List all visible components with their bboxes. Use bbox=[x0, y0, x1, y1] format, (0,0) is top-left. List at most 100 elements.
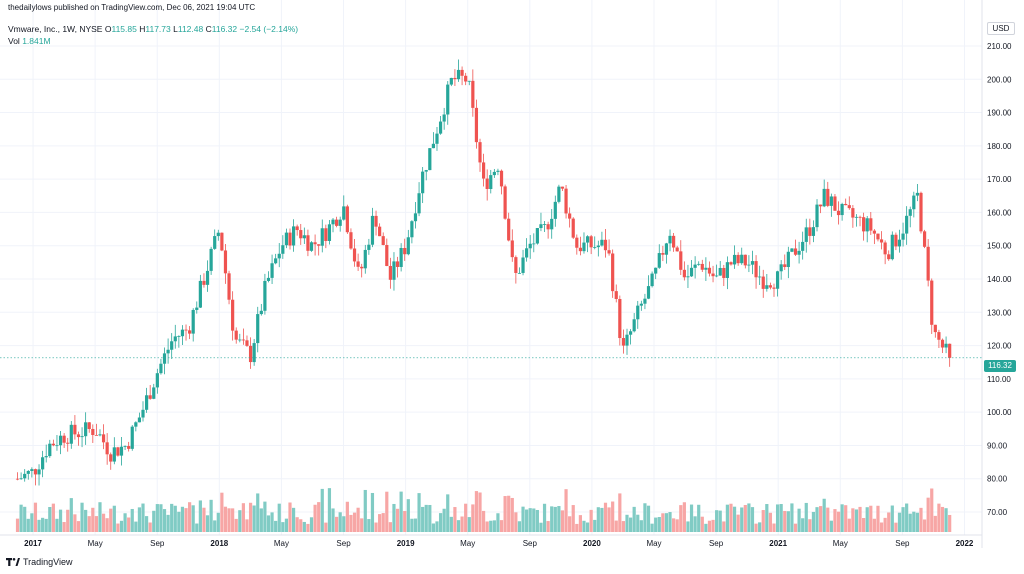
time-tick-label: May bbox=[833, 539, 848, 548]
volume-bar bbox=[248, 502, 253, 532]
volume-bar bbox=[15, 518, 20, 532]
time-axis[interactable]: 2017 May Sep 2018 May Sep 2019 May Sep 2020 May Sep… bbox=[24, 539, 974, 548]
candle-body bbox=[195, 307, 199, 310]
volume-bar bbox=[553, 506, 557, 532]
candle-body bbox=[381, 236, 385, 245]
volume-bar bbox=[474, 491, 479, 532]
candle-body bbox=[87, 422, 91, 429]
price-tick-label: 110.00 bbox=[987, 375, 1011, 384]
volume-bar bbox=[180, 506, 185, 532]
candle-body bbox=[919, 192, 923, 232]
volume-bar bbox=[438, 513, 443, 532]
price-tick-label: 140.00 bbox=[987, 275, 1012, 284]
high-value: 117.73 bbox=[145, 24, 171, 34]
price-tick-label: 190.00 bbox=[987, 109, 1012, 118]
volume-bar bbox=[535, 509, 539, 532]
symbol-label[interactable]: Vmware, Inc., 1W, NYSE bbox=[8, 24, 103, 34]
candle-body bbox=[628, 331, 633, 335]
candle-body bbox=[98, 434, 102, 436]
price-axis[interactable]: 70.00 80.00 90.00 100.00 110.00 120.00 130.00 1… bbox=[987, 42, 1012, 517]
volume-bar bbox=[779, 504, 783, 532]
candle-body bbox=[879, 239, 884, 243]
candle-body bbox=[299, 230, 303, 239]
volume-bar bbox=[313, 504, 317, 532]
candle-body bbox=[202, 280, 206, 285]
candle-body bbox=[241, 339, 245, 341]
candle-body bbox=[607, 250, 611, 254]
price-tick-label: 200.00 bbox=[987, 75, 1012, 84]
candle-body bbox=[632, 319, 636, 332]
volume-bar bbox=[922, 519, 927, 532]
candle-body bbox=[707, 267, 712, 274]
candle-body bbox=[30, 469, 34, 471]
volume-bar bbox=[510, 497, 514, 532]
candle-body bbox=[643, 298, 647, 304]
volume-bar bbox=[48, 506, 52, 532]
candle-body bbox=[410, 221, 414, 238]
candle-body bbox=[611, 253, 615, 292]
volume-bar bbox=[797, 508, 801, 532]
candle-body bbox=[453, 77, 457, 80]
volume-bar bbox=[503, 496, 507, 532]
candle-body bbox=[725, 262, 729, 278]
footer-brand[interactable]: TradingView bbox=[6, 557, 73, 567]
volume-bar bbox=[775, 504, 780, 532]
candle-body bbox=[625, 334, 629, 346]
candle-body bbox=[84, 422, 88, 437]
candle-body bbox=[654, 267, 658, 274]
volume-bar bbox=[732, 506, 737, 532]
volume-bar bbox=[306, 523, 310, 532]
volume-bar bbox=[431, 523, 436, 532]
candle-body bbox=[636, 305, 640, 320]
volume-bar bbox=[621, 521, 626, 532]
volume-bar bbox=[593, 519, 597, 532]
candle-body bbox=[69, 424, 73, 444]
candle-body bbox=[51, 443, 55, 446]
candle-body bbox=[589, 236, 593, 248]
time-tick-label: May bbox=[274, 539, 289, 548]
candle-body bbox=[851, 208, 855, 218]
volume-bar bbox=[109, 508, 113, 532]
candle-body bbox=[130, 426, 134, 449]
volume-bar bbox=[887, 512, 891, 532]
candle-body bbox=[650, 273, 654, 287]
volume-bar bbox=[507, 495, 511, 532]
volume-bar bbox=[238, 510, 242, 532]
candle-body bbox=[865, 218, 869, 232]
candle-body bbox=[736, 254, 740, 264]
candle-body bbox=[786, 251, 790, 268]
volume-bar bbox=[557, 506, 561, 532]
last-price-badge: 116.32 bbox=[984, 360, 1016, 372]
volume-bar bbox=[105, 518, 109, 532]
candle-body bbox=[44, 456, 48, 458]
candle-body bbox=[352, 248, 357, 262]
candle-body bbox=[331, 219, 335, 225]
candle-body bbox=[467, 80, 471, 82]
candle-body bbox=[127, 446, 131, 449]
tradingview-logo-icon bbox=[6, 558, 20, 566]
candle-body bbox=[894, 234, 898, 247]
volume-bar bbox=[819, 506, 823, 532]
candle-body bbox=[596, 245, 600, 248]
volume-bar bbox=[840, 504, 844, 532]
candle-body bbox=[266, 277, 271, 281]
volume-bar bbox=[725, 504, 729, 532]
volume-bar bbox=[894, 522, 898, 532]
candle-body bbox=[123, 446, 127, 447]
volume-bar bbox=[385, 491, 389, 532]
candle-body bbox=[248, 345, 253, 363]
candle-body bbox=[295, 226, 299, 231]
volume-bar bbox=[801, 518, 805, 532]
candle-body bbox=[862, 217, 866, 232]
volume-bar bbox=[173, 505, 177, 532]
volume-bar bbox=[912, 511, 916, 532]
candle-body bbox=[593, 247, 597, 248]
candle-body bbox=[668, 235, 672, 244]
candle-body bbox=[700, 263, 704, 270]
currency-badge[interactable]: USD bbox=[987, 22, 1015, 35]
candle-body bbox=[55, 445, 59, 447]
volume-bar bbox=[786, 511, 790, 532]
candle-body bbox=[532, 243, 536, 245]
volume-bar bbox=[758, 522, 762, 532]
